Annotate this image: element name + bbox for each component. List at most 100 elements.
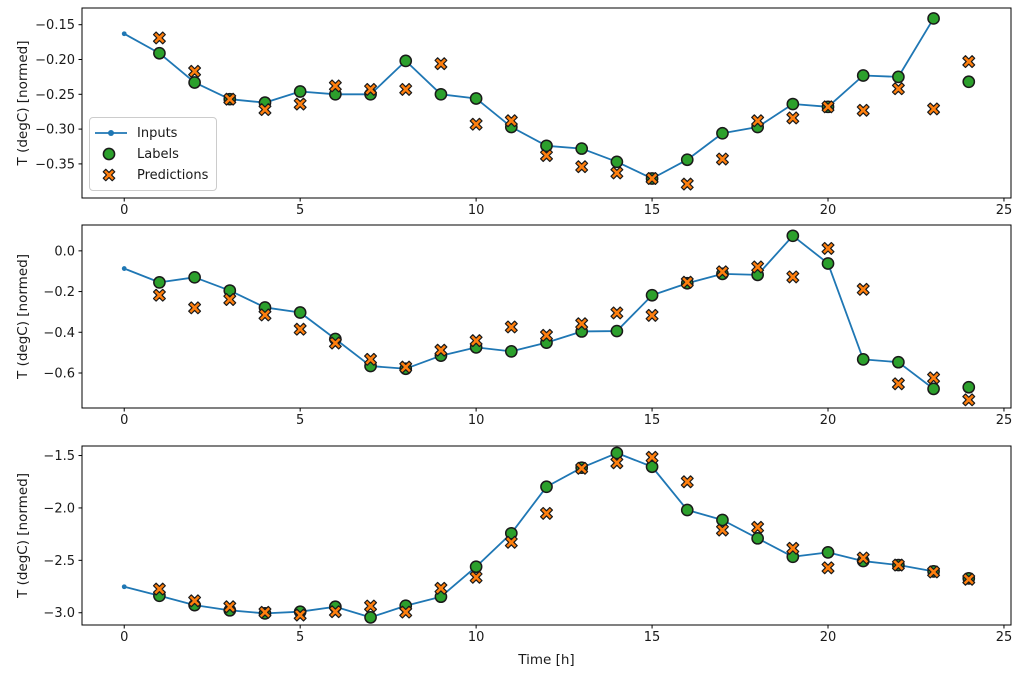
x-axis-label: Time [h]	[517, 652, 574, 668]
axes-frame	[81, 445, 1012, 626]
x-tick-label: 25	[996, 203, 1013, 218]
labels-point	[716, 126, 729, 140]
y-tick-label: −0.15	[35, 18, 75, 33]
predictions-point	[328, 79, 342, 93]
legend-item-labels: Labels	[94, 144, 208, 164]
inputs-line-path	[123, 234, 935, 390]
predictions-point	[575, 317, 589, 331]
predictions-point	[927, 371, 941, 385]
y-tick-label: −3.0	[43, 606, 75, 621]
y-tick-label: −2.5	[43, 554, 75, 569]
inputs-line-path	[123, 17, 935, 180]
inputs-series	[121, 16, 936, 181]
labels-point	[610, 324, 624, 338]
inputs-series	[121, 450, 936, 620]
x-tick-label: 10	[468, 203, 485, 218]
legend-label-predictions: Predictions	[137, 167, 209, 183]
inputs-point	[121, 31, 127, 37]
predictions-point	[293, 97, 307, 111]
labels-point	[856, 69, 870, 82]
x-tick-label: 15	[644, 630, 661, 645]
legend-item-inputs: Inputs	[94, 123, 208, 143]
predictions-point	[680, 177, 694, 191]
axes-frame	[81, 7, 1012, 199]
predictions-point	[610, 456, 624, 470]
predictions-point	[434, 581, 448, 595]
predictions-point	[540, 506, 553, 520]
labels-point	[293, 85, 307, 98]
predictions-point	[469, 570, 483, 584]
labels-point	[927, 382, 940, 396]
predictions-point	[610, 306, 624, 320]
x-tick-label: 20	[820, 630, 837, 645]
y-tick-label: −2.0	[43, 501, 75, 516]
legend: Inputs Labels Predictions	[89, 117, 217, 191]
predictions-point	[962, 55, 976, 69]
labels-point	[892, 355, 905, 369]
y-tick-label: 0.0	[54, 244, 75, 259]
labels-point	[962, 380, 976, 394]
y-tick-label: −0.25	[35, 88, 75, 103]
legend-label-inputs: Inputs	[137, 125, 178, 141]
predictions-point	[645, 450, 659, 464]
predictions-point	[364, 352, 378, 366]
predictions-point	[575, 160, 589, 174]
labels-point	[821, 546, 835, 559]
predictions-point	[152, 31, 166, 45]
labels-point	[469, 92, 483, 105]
predictions-point	[751, 260, 765, 274]
predictions-point	[540, 149, 553, 163]
labels-point	[927, 12, 940, 25]
inputs-line-path	[124, 452, 934, 619]
labels-marker-icon	[102, 147, 116, 161]
labels-series	[153, 446, 976, 624]
predictions-point	[891, 558, 905, 572]
predictions-point	[645, 172, 659, 186]
x-tick-label: 15	[644, 413, 661, 428]
y-tick-label: −0.4	[43, 326, 75, 341]
labels-point	[575, 142, 589, 155]
predictions-point	[328, 605, 342, 619]
y-ticks: −1.5 −2.0 −2.5 −3.0	[43, 449, 82, 621]
labels-point	[364, 610, 377, 624]
predictions-point	[399, 605, 413, 619]
predictions-point	[469, 117, 483, 131]
labels-point	[540, 139, 553, 153]
y-tick-label: −0.6	[43, 366, 75, 381]
x-tick-label: 20	[820, 203, 837, 218]
predictions-point	[399, 82, 413, 96]
predictions-point	[927, 102, 941, 116]
predictions-point	[328, 336, 342, 350]
predictions-point	[504, 320, 518, 334]
x-tick-label: 0	[120, 413, 128, 428]
labels-point	[716, 513, 729, 527]
labels-point	[434, 87, 448, 101]
x-tick-label: 5	[296, 203, 304, 218]
y-tick-label: −0.30	[35, 123, 75, 138]
labels-point	[645, 460, 659, 474]
labels-point	[504, 345, 518, 358]
y-tick-label: −0.20	[35, 53, 75, 68]
labels-point	[610, 446, 624, 460]
y-ticks: 0.0 −0.2 −0.4 −0.6	[43, 244, 82, 381]
x-tick-label: 20	[820, 413, 837, 428]
predictions-point	[821, 241, 835, 255]
subplot-2: 0 5 10 15 20 25 0.0 −0.2 −0.4 −0.6 T (degC) [norme…	[15, 224, 1012, 428]
x-tick-label: 10	[468, 413, 485, 428]
y-tick-label: −1.5	[43, 449, 75, 464]
labels-point	[962, 75, 976, 89]
labels-point	[821, 257, 835, 270]
subplot-1: 0 5 10 15 20 25 −0.15 −0.20 −0.25 −0.30 −0.35 T (de…	[15, 7, 1013, 218]
predictions-point	[188, 64, 202, 78]
labels-point	[540, 480, 553, 494]
predictions-point	[856, 103, 870, 117]
predictions-series	[152, 31, 976, 191]
predictions-point	[891, 82, 905, 96]
labels-point	[856, 352, 870, 366]
predictions-point	[715, 152, 729, 166]
predictions-point	[152, 288, 166, 302]
predictions-point	[575, 461, 589, 475]
predictions-point	[258, 103, 272, 117]
predictions-point	[680, 475, 694, 489]
